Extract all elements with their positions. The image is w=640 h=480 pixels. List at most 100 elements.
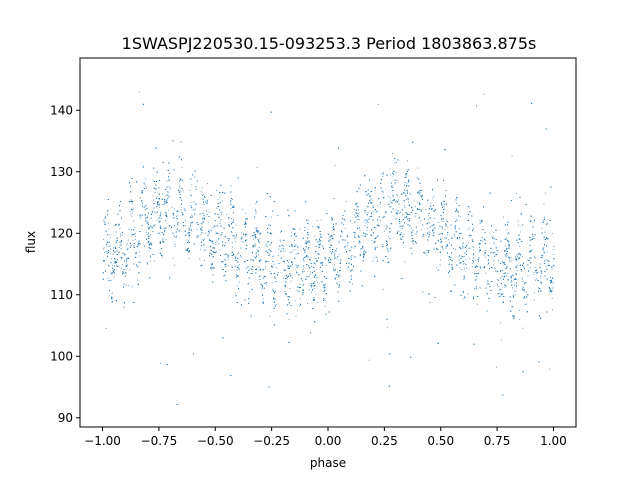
- data-point: [208, 211, 210, 213]
- data-point: [476, 278, 478, 280]
- data-point: [384, 230, 385, 232]
- data-point: [324, 258, 326, 260]
- data-point: [347, 245, 349, 246]
- data-point: [317, 302, 319, 303]
- data-point: [512, 287, 513, 289]
- data-point: [396, 194, 398, 195]
- data-point: [228, 224, 229, 226]
- data-point: [534, 292, 535, 294]
- data-point: [459, 258, 461, 260]
- data-point: [456, 202, 458, 204]
- data-point: [394, 183, 396, 185]
- data-point: [183, 208, 185, 210]
- data-point: [182, 189, 184, 191]
- data-point: [108, 228, 110, 230]
- data-point: [125, 244, 127, 246]
- data-point: [154, 260, 156, 262]
- data-point: [121, 244, 122, 246]
- data-point: [536, 278, 538, 280]
- data-point: [304, 230, 306, 231]
- data-point: [263, 298, 265, 300]
- data-point: [371, 240, 373, 242]
- data-point: [225, 280, 226, 282]
- data-point: [537, 272, 539, 273]
- data-point: [133, 208, 135, 210]
- data-point: [131, 215, 133, 217]
- data-point: [395, 172, 397, 174]
- data-point: [237, 265, 239, 267]
- data-point: [126, 262, 128, 264]
- data-point: [225, 242, 227, 244]
- data-point: [232, 246, 234, 248]
- data-point: [292, 246, 293, 248]
- data-point: [477, 261, 479, 262]
- data-point: [418, 193, 420, 195]
- data-point: [311, 291, 312, 293]
- data-point: [215, 242, 217, 243]
- data-point: [167, 190, 169, 192]
- data-point: [304, 243, 306, 244]
- data-point: [552, 249, 554, 250]
- data-point: [168, 210, 170, 212]
- data-point: [386, 261, 388, 263]
- data-point: [345, 245, 347, 247]
- data-point: [325, 265, 327, 267]
- data-point: [204, 259, 205, 261]
- data-point: [279, 239, 281, 241]
- data-point: [295, 316, 297, 317]
- data-point: [234, 266, 236, 267]
- data-point: [103, 247, 105, 249]
- data-point: [364, 212, 366, 214]
- data-point: [509, 260, 510, 262]
- data-point: [200, 234, 202, 235]
- data-point: [258, 266, 260, 268]
- data-point: [543, 203, 545, 205]
- data-point: [364, 234, 366, 236]
- data-point: [389, 249, 391, 251]
- data-point: [415, 226, 417, 228]
- data-point: [236, 285, 238, 287]
- data-point: [127, 239, 129, 241]
- data-point: [541, 257, 543, 259]
- data-point: [284, 250, 286, 252]
- data-point: [297, 309, 299, 311]
- data-point: [387, 236, 389, 238]
- data-point: [461, 269, 463, 270]
- data-point: [255, 213, 257, 215]
- data-point: [236, 253, 238, 255]
- data-point: [129, 210, 131, 212]
- data-point: [456, 211, 458, 213]
- data-point: [114, 265, 115, 267]
- data-point: [503, 216, 504, 218]
- data-point: [238, 281, 240, 283]
- data-point: [239, 264, 241, 266]
- data-point: [190, 194, 192, 196]
- data-point: [149, 256, 151, 258]
- data-point: [133, 245, 135, 247]
- data-point: [336, 258, 338, 260]
- data-point: [131, 213, 133, 215]
- data-point: [518, 319, 520, 321]
- data-point: [103, 248, 104, 250]
- data-point: [397, 210, 399, 212]
- data-point: [179, 185, 181, 187]
- data-point: [249, 291, 250, 293]
- data-point: [290, 280, 292, 282]
- data-point: [315, 274, 317, 275]
- data-point: [394, 182, 396, 183]
- data-point: [250, 268, 252, 270]
- data-point: [294, 249, 296, 250]
- data-point: [121, 235, 123, 236]
- data-point: [389, 168, 391, 170]
- data-point: [112, 254, 114, 256]
- data-point: [443, 206, 445, 207]
- data-point: [466, 267, 467, 269]
- data-point: [505, 245, 506, 247]
- data-point: [160, 211, 162, 213]
- data-point: [270, 216, 272, 218]
- data-point: [144, 209, 146, 211]
- data-point: [144, 183, 146, 185]
- data-point: [346, 201, 348, 202]
- data-point: [479, 249, 481, 251]
